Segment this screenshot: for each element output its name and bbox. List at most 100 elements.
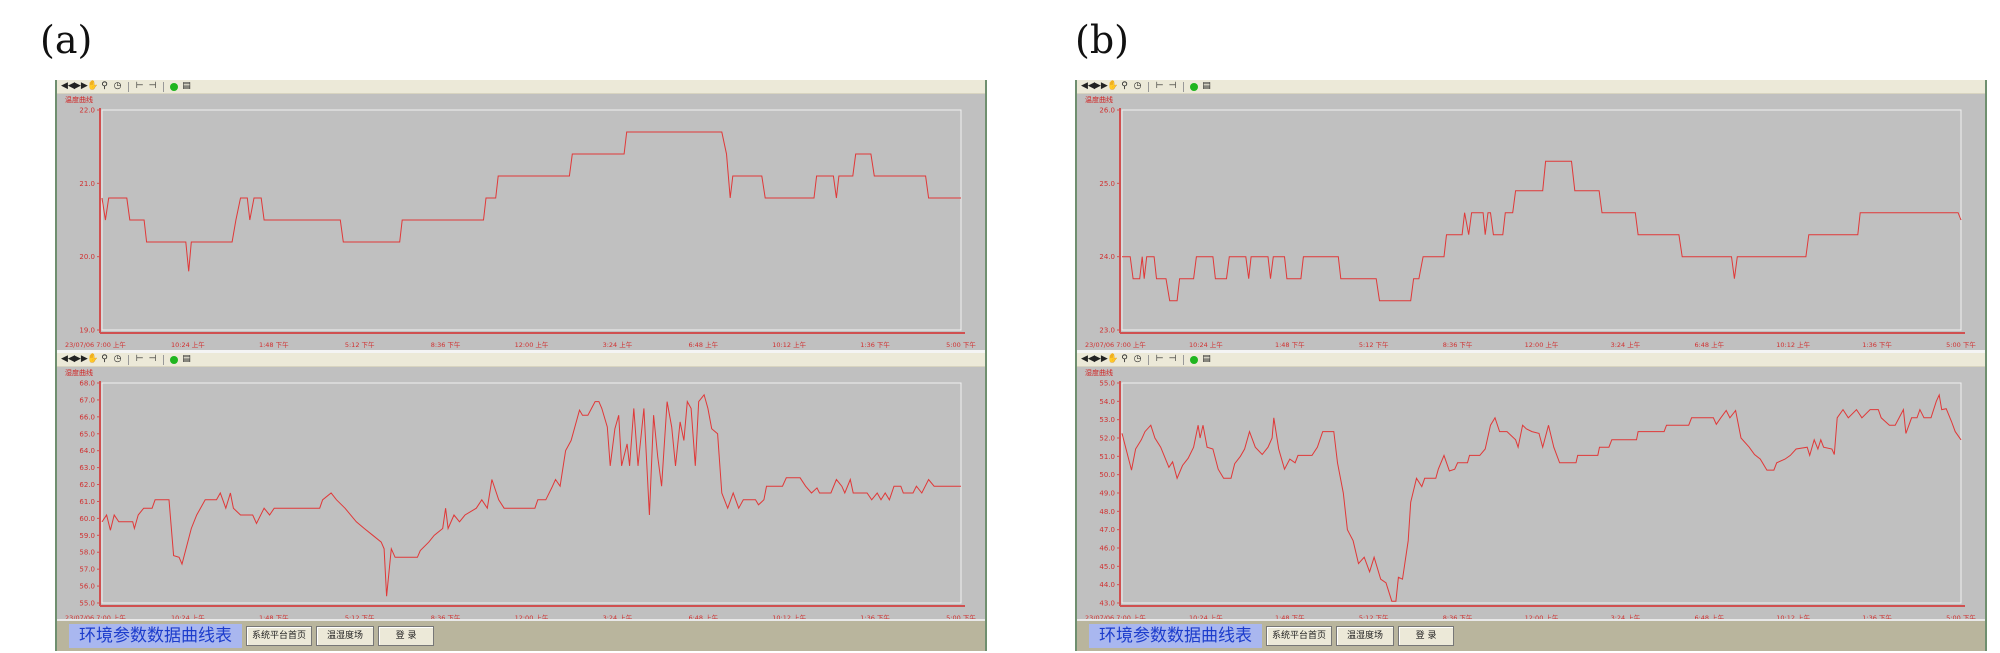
toolbar-separator [128, 354, 129, 365]
chart-left-icon[interactable]: ⊢ [135, 354, 144, 364]
temperature-humidity-field-button[interactable]: 温湿度场 [1336, 626, 1395, 646]
chart-toolbar: ◀◀ ▶▶ ✋ ⚲ ◷ ⊢ ⊣ ▤ [1077, 80, 1985, 94]
app-title: 环境参数数据曲线表 [1089, 624, 1262, 648]
rewind-icon[interactable]: ◀◀ [1081, 81, 1095, 91]
divider [57, 350, 985, 353]
y-tick-label: 56.0 [79, 583, 95, 591]
green-status-icon[interactable] [1190, 355, 1198, 364]
pan-icon[interactable]: ✋ [87, 81, 99, 91]
printer-icon[interactable]: ▤ [182, 81, 191, 91]
x-tick-label: 5:12 下午 [1359, 613, 1389, 622]
y-tick-label: 65.0 [79, 430, 95, 438]
toolbar-separator [163, 354, 164, 365]
green-status-icon[interactable] [170, 355, 178, 364]
x-tick-label: 5:12 下午 [345, 340, 375, 349]
zoom-icon[interactable]: ⚲ [1121, 354, 1128, 364]
chart-right-icon[interactable]: ⊣ [1168, 81, 1177, 91]
home-button[interactable]: 系统平台首页 [246, 626, 313, 646]
printer-icon[interactable]: ▤ [182, 354, 191, 364]
rewind-icon[interactable]: ◀◀ [61, 354, 75, 364]
chart-left-icon[interactable]: ⊢ [1155, 354, 1164, 364]
x-tick-label: 8:36 下午 [431, 613, 461, 622]
zoom-icon[interactable]: ⚲ [1121, 81, 1128, 91]
app-title: 环境参数数据曲线表 [69, 624, 242, 648]
pan-icon[interactable]: ✋ [1107, 81, 1119, 91]
chart-left-icon[interactable]: ⊢ [135, 81, 144, 91]
x-tick-label: 12:00 上午 [1525, 340, 1559, 349]
chart-title: 湿度曲线 [1085, 369, 1113, 377]
chart-right-icon[interactable]: ⊣ [148, 81, 157, 91]
chart-left-icon[interactable]: ⊢ [1155, 81, 1164, 91]
x-tick-label: 1:48 下午 [1275, 340, 1305, 349]
chart-right-icon[interactable]: ⊣ [148, 354, 157, 364]
x-tick-label: 3:24 上午 [603, 613, 633, 622]
fast-forward-icon[interactable]: ▶▶ [74, 81, 88, 91]
y-tick-label: 53.0 [1099, 416, 1115, 424]
x-tick-label: 6:48 上午 [688, 340, 718, 349]
login-button[interactable]: 登 录 [378, 626, 435, 646]
x-tick-label: 10:12 上午 [1776, 613, 1810, 622]
pan-icon[interactable]: ✋ [87, 354, 99, 364]
printer-icon[interactable]: ▤ [1202, 354, 1211, 364]
y-tick-label: 20.0 [79, 253, 95, 261]
x-tick-label: 1:36 下午 [1862, 340, 1892, 349]
line-chart: 22.0 21.0 20.0 19.0 23/07/06 7:00 上午 10:24 上午… [65, 107, 976, 350]
y-tick-label: 25.0 [1099, 180, 1115, 188]
rewind-icon[interactable]: ◀◀ [61, 81, 75, 91]
y-tick-label: 52.0 [1099, 435, 1115, 443]
y-tick-label: 64.0 [79, 447, 95, 455]
toolbar-separator [163, 81, 164, 92]
y-tick-label: 58.0 [79, 549, 95, 557]
y-tick-label: 45.0 [1099, 563, 1115, 571]
y-tick-label: 47.0 [1099, 526, 1115, 534]
panel-b: ◀◀ ▶▶ ✋ ⚲ ◷ ⊢ ⊣ ▤ 温度曲线 26.0 25.0 24.0 23.0 23/07/06 7… [1075, 80, 1987, 651]
clock-icon[interactable]: ◷ [1133, 354, 1142, 364]
x-tick-label: 10:12 上午 [1776, 340, 1810, 349]
fast-forward-icon[interactable]: ▶▶ [74, 354, 88, 364]
clock-icon[interactable]: ◷ [113, 354, 122, 364]
data-series-line [101, 131, 961, 272]
y-tick-label: 43.0 [1099, 600, 1115, 608]
y-tick-label: 50.0 [1099, 471, 1115, 479]
fast-forward-icon[interactable]: ▶▶ [1094, 81, 1108, 91]
chart-area: 湿度曲线 68.0 67.0 66.0 65.0 64.0 63.0 62.0 61.0 60.0… [57, 367, 985, 623]
y-tick-label: 48.0 [1099, 508, 1115, 516]
x-tick-label: 8:36 下午 [1443, 340, 1473, 349]
x-tick-label: 5:12 下午 [345, 613, 375, 622]
divider [1077, 350, 1985, 353]
chart-area: 温度曲线 26.0 25.0 24.0 23.0 23/07/06 7:00 上午 10:2… [1077, 94, 1985, 350]
toolbar-separator [1183, 354, 1184, 365]
x-tick-label: 1:36 下午 [860, 613, 890, 622]
x-tick-label: 3:24 上午 [603, 340, 633, 349]
chart-right-icon[interactable]: ⊣ [1168, 354, 1177, 364]
fast-forward-icon[interactable]: ▶▶ [1094, 354, 1108, 364]
y-tick-label: 67.0 [79, 396, 95, 404]
zoom-icon[interactable]: ⚲ [101, 354, 108, 364]
x-tick-label: 6:48 上午 [1694, 613, 1724, 622]
printer-icon[interactable]: ▤ [1202, 81, 1211, 91]
pan-icon[interactable]: ✋ [1107, 354, 1119, 364]
line-chart: 55.0 54.0 53.0 52.0 51.0 50.0 49.0 48.0 47.0 46.0… [1085, 380, 1976, 623]
x-tick-label: 1:48 下午 [1275, 613, 1305, 622]
rewind-icon[interactable]: ◀◀ [1081, 354, 1095, 364]
plot-area [101, 109, 962, 331]
temperature-humidity-field-button[interactable]: 温湿度场 [316, 626, 375, 646]
chart-area: 温度曲线 22.0 21.0 20.0 19.0 23/07/06 7:00 上午 10:2… [57, 94, 985, 350]
y-tick-label: 21.0 [79, 180, 95, 188]
home-button[interactable]: 系统平台首页 [1266, 626, 1333, 646]
bottom-nav-bar: 环境参数数据曲线表 系统平台首页 温湿度场登 录 [1077, 619, 1985, 651]
figure-label-b: (b) [1075, 18, 1129, 62]
y-tick-label: 44.0 [1099, 581, 1115, 589]
plot-area [101, 382, 962, 604]
zoom-icon[interactable]: ⚲ [101, 81, 108, 91]
plot-area [1121, 109, 1962, 331]
green-status-icon[interactable] [1190, 82, 1198, 91]
clock-icon[interactable]: ◷ [1133, 81, 1142, 91]
clock-icon[interactable]: ◷ [113, 81, 122, 91]
x-tick-label: 5:00 下午 [1946, 613, 1976, 622]
chart-area: 湿度曲线 55.0 54.0 53.0 52.0 51.0 50.0 49.0 48.0 47.0… [1077, 367, 1985, 623]
figure-label-a: (a) [40, 18, 93, 62]
green-status-icon[interactable] [170, 82, 178, 91]
x-tick-label: 23/07/06 7:00 上午 [1085, 340, 1146, 349]
login-button[interactable]: 登 录 [1398, 626, 1455, 646]
